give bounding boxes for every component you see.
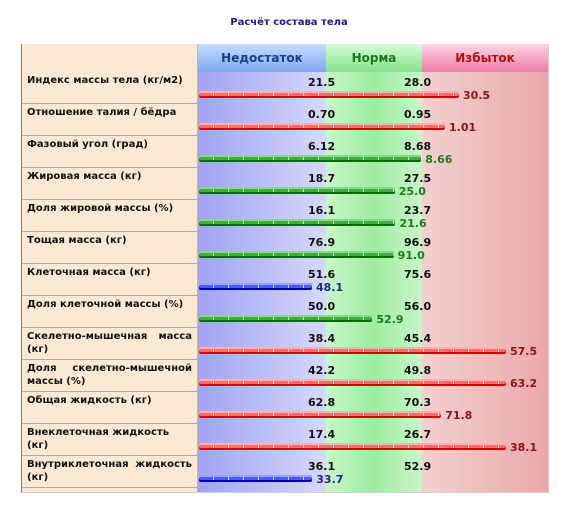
- value-bar: [199, 475, 313, 482]
- row-label: Фазовый угол (град): [27, 139, 148, 150]
- row-separator: [22, 231, 198, 232]
- table-row: Индекс массы тела (кг/м2) 21.5 28.0 30.5: [22, 72, 548, 104]
- row-label: Индекс массы тела (кг/м2): [27, 75, 183, 86]
- measured-value: 91.0: [397, 249, 425, 262]
- norm-low-value: 76.9: [308, 236, 336, 249]
- norm-high-value: 52.9: [404, 460, 432, 473]
- norm-high-value: 23.7: [404, 204, 432, 217]
- measured-value: 52.9: [376, 313, 404, 326]
- table-row: Внутриклеточная жидкость (кг) 36.1 52.9 33.…: [22, 456, 548, 488]
- norm-low-value: 50.0: [308, 300, 336, 313]
- table-row: Скелетно-мышечная масса (кг) 38.4 45.4 57.5: [22, 328, 548, 360]
- norm-low-value: 18.7: [308, 172, 336, 185]
- row-separator: [22, 487, 198, 488]
- row-label: Клеточная масса (кг): [27, 267, 151, 278]
- row-label: Отношение талия / бёдра: [27, 107, 177, 118]
- row-separator: [22, 103, 198, 104]
- value-bar: [199, 283, 312, 290]
- value-bar: [199, 443, 506, 450]
- norm-low-value: 16.1: [308, 204, 336, 217]
- table-row: Доля скелетно-мышечной массы (%) 42.2 49.8…: [22, 360, 548, 392]
- value-bar: [199, 379, 506, 386]
- norm-low-value: 6.12: [308, 140, 336, 153]
- header-over: Избыток: [422, 44, 548, 72]
- row-label: Внеклеточная жидкость (кг): [27, 427, 170, 451]
- row-separator: [22, 295, 198, 296]
- norm-low-value: 51.6: [308, 268, 336, 281]
- measured-value: 38.1: [510, 441, 538, 454]
- norm-high-value: 70.3: [404, 396, 432, 409]
- measured-value: 1.01: [449, 121, 477, 134]
- measured-value: 33.7: [316, 473, 344, 486]
- row-separator: [22, 359, 198, 360]
- measured-value: 57.5: [510, 345, 538, 358]
- row-separator: [22, 167, 198, 168]
- header-blank-cell: [22, 44, 198, 72]
- norm-low-value: 17.4: [308, 428, 336, 441]
- norm-low-value: 36.1: [308, 460, 336, 473]
- measured-value: 30.5: [462, 89, 491, 102]
- row-label: Жировая масса (кг): [27, 171, 142, 182]
- value-bar: [199, 315, 373, 322]
- norm-high-value: 27.5: [404, 172, 432, 185]
- row-label: Доля жировой массы (%): [27, 203, 174, 214]
- value-bar: [199, 411, 442, 418]
- norm-low-value: 21.5: [308, 76, 336, 89]
- measured-value: 25.0: [398, 185, 426, 198]
- row-separator: [22, 327, 198, 328]
- norm-high-value: 96.9: [404, 236, 432, 249]
- table-row: Отношение талия / бёдра 0.70 0.95 1.01: [22, 104, 548, 136]
- table-row: Доля клеточной массы (%) 50.0 56.0 52.9: [22, 296, 548, 328]
- row-label: Общая жидкость (кг): [27, 395, 152, 406]
- table-row: Фазовый угол (град) 6.12 8.68 8.66: [22, 136, 548, 168]
- row-label: Тощая масса (кг): [27, 235, 127, 246]
- row-label: Доля клеточной массы (%): [27, 299, 184, 310]
- header-norm: Норма: [326, 44, 422, 72]
- row-label: Внутриклеточная жидкость (кг): [27, 459, 192, 483]
- measured-value: 8.66: [425, 153, 453, 166]
- norm-high-value: 0.95: [404, 108, 432, 121]
- norm-high-value: 49.8: [404, 364, 432, 377]
- table-row: Внеклеточная жидкость (кг) 17.4 26.7 38.1: [22, 424, 548, 456]
- table-row: Жировая масса (кг) 18.7 27.5 25.0: [22, 168, 548, 200]
- norm-high-value: 26.7: [404, 428, 432, 441]
- zone-over: [422, 44, 548, 492]
- norm-low-value: 0.70: [308, 108, 336, 121]
- table-row: Общая жидкость (кг) 62.8 70.3 71.8: [22, 392, 548, 424]
- norm-high-value: 45.4: [404, 332, 432, 345]
- row-separator: [22, 423, 198, 424]
- value-bar: [199, 91, 459, 98]
- measured-value: 71.8: [445, 409, 473, 422]
- header-under: Недостаток: [198, 44, 326, 72]
- value-bar: [199, 155, 422, 162]
- row-separator: [22, 391, 198, 392]
- table-row: Клеточная масса (кг) 51.6 75.6 48.1: [22, 264, 548, 296]
- norm-high-value: 28.0: [404, 76, 432, 89]
- norm-low-value: 42.2: [308, 364, 336, 377]
- row-separator: [22, 199, 198, 200]
- table-row: Тощая масса (кг) 76.9 96.9 91.0: [22, 232, 548, 264]
- page-title: Расчёт состава тела: [230, 17, 348, 28]
- measured-value: 48.1: [316, 281, 344, 294]
- measured-value: 63.2: [510, 377, 538, 390]
- value-bar: [199, 251, 394, 258]
- body-composition-table: Недостаток Норма Избыток Индекс массы те…: [21, 44, 549, 493]
- table-row: Доля жировой массы (%) 16.1 23.7 21.6: [22, 200, 548, 232]
- norm-high-value: 8.68: [404, 140, 432, 153]
- row-separator: [22, 455, 198, 456]
- row-label: Доля скелетно-мышечной массы (%): [27, 363, 192, 387]
- value-bar: [199, 123, 446, 130]
- value-bar: [199, 187, 395, 194]
- value-bar: [199, 219, 396, 226]
- norm-low-value: 38.4: [308, 332, 336, 345]
- value-bar: [199, 347, 506, 354]
- label-column: [22, 44, 198, 492]
- row-separator: [22, 263, 198, 264]
- row-label: Скелетно-мышечная масса (кг): [27, 331, 192, 355]
- norm-high-value: 75.6: [404, 268, 432, 281]
- norm-high-value: 56.0: [404, 300, 432, 313]
- norm-low-value: 62.8: [308, 396, 336, 409]
- measured-value: 21.6: [399, 217, 427, 230]
- row-separator: [22, 135, 198, 136]
